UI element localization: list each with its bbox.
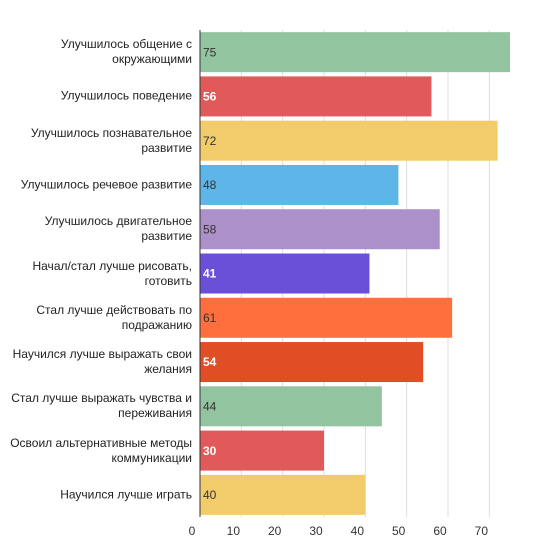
value-label: 72 — [203, 134, 217, 148]
value-label: 56 — [203, 90, 217, 104]
x-tick-label: 0 — [189, 524, 196, 538]
category-label: Научился лучше выражать свои желания — [12, 347, 192, 377]
category-label: Улучшилось поведение — [60, 88, 192, 103]
category-label: Улучшилось общение с окружающими — [60, 37, 192, 67]
value-label: 75 — [203, 45, 217, 59]
category-label: Стал лучше выражать чувства и переживани… — [11, 391, 192, 421]
bar — [200, 120, 498, 161]
category-label: Улучшилось познавательное развитие — [30, 125, 192, 155]
x-tick-label: 30 — [309, 524, 323, 538]
x-tick-label: 70 — [475, 524, 489, 538]
bar — [200, 164, 399, 205]
value-label: 44 — [203, 399, 217, 413]
value-label: 48 — [203, 178, 217, 192]
category-label: Начал/стал лучше рисовать, готовить — [32, 258, 192, 288]
value-label: 41 — [203, 267, 217, 281]
value-label: 58 — [203, 222, 217, 236]
bar — [200, 297, 453, 338]
x-tick-label: 20 — [268, 524, 282, 538]
bar — [200, 430, 324, 471]
bar — [200, 76, 432, 117]
category-label: Научился лучше играть — [60, 487, 192, 502]
category-label: Улучшилось речевое развитие — [20, 177, 192, 192]
x-tick-label: 60 — [433, 524, 447, 538]
category-label: Стал лучше действовать по подражанию — [36, 302, 192, 332]
value-label: 40 — [203, 488, 217, 502]
bar — [200, 209, 440, 250]
x-tick-label: 10 — [227, 524, 241, 538]
value-label: 54 — [203, 355, 217, 369]
value-label: 61 — [203, 311, 217, 325]
category-label: Освоил альтернативные методы коммуникаци… — [10, 435, 192, 465]
category-label: Улучшилось двигательное развитие — [44, 214, 192, 244]
bar — [200, 474, 366, 515]
bar — [200, 342, 424, 383]
x-tick-label: 50 — [392, 524, 406, 538]
bar — [200, 32, 510, 73]
x-tick-label: 40 — [351, 524, 365, 538]
value-label: 30 — [203, 444, 217, 458]
bar — [200, 386, 382, 427]
bar — [200, 253, 370, 294]
